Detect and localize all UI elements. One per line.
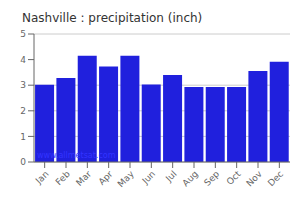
svg-text:Oct: Oct [225,169,243,187]
svg-text:Jul: Jul [163,169,178,184]
svg-text:1: 1 [20,132,26,142]
svg-text:Dec: Dec [266,169,285,188]
svg-text:3: 3 [20,80,26,90]
svg-text:Mar: Mar [74,169,93,188]
svg-text:4: 4 [20,55,26,65]
svg-text:Apr: Apr [97,169,115,187]
svg-text:Feb: Feb [54,169,73,188]
html-text:Nashville : precipitation (inc: Nashville : precipitation (inch) [22,11,203,25]
html-text:www.allmetsat.com: www.allmetsat.com [37,151,116,160]
svg-text:May: May [116,168,137,189]
svg-text:Jun: Jun [140,169,158,187]
svg-text:5: 5 [20,29,26,39]
svg-text:Nov: Nov [244,168,264,188]
svg-text:Sep: Sep [202,169,221,188]
svg-text:Jan: Jan [33,169,51,187]
svg-text:0: 0 [20,157,26,167]
svg-text:Aug: Aug [180,169,200,189]
svg-text:2: 2 [20,106,26,116]
